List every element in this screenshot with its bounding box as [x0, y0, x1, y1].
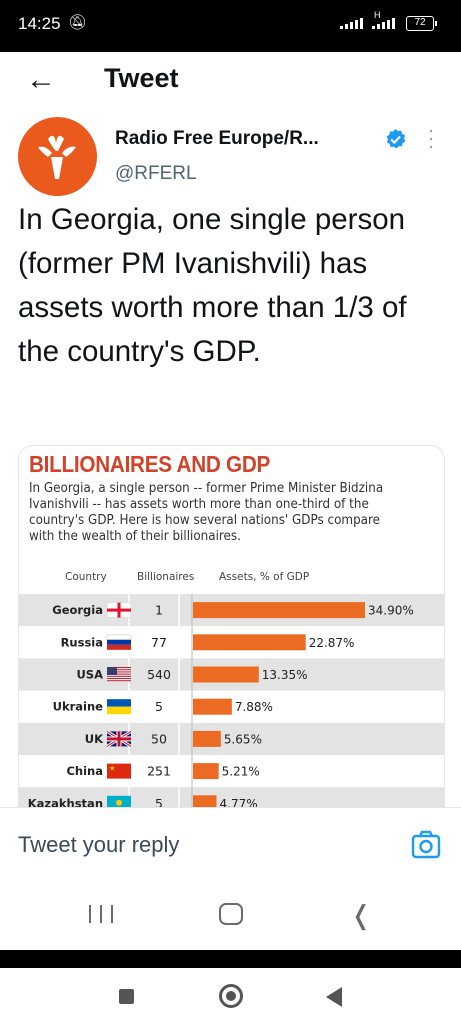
recent-apps-icon[interactable]: [89, 905, 113, 925]
bar: [193, 795, 217, 807]
wifi-signal-icon: [340, 18, 363, 29]
mute-icon: 🔕︎: [68, 14, 88, 31]
back-triangle-icon[interactable]: [326, 987, 342, 1007]
billionaires-count: 77: [151, 635, 167, 650]
billionaires-count: 251: [147, 764, 171, 779]
camera-icon[interactable]: [411, 830, 441, 860]
column-header-billionaires: Billionaires: [137, 571, 194, 583]
network-type-label: H: [374, 10, 381, 20]
category-label: UK: [85, 732, 104, 746]
chart-title: BILLIONAIRES AND GDP: [29, 451, 271, 477]
value-label: 4.77%: [220, 797, 258, 807]
home-icon[interactable]: [219, 903, 243, 925]
bar: [193, 666, 259, 683]
table-row: [19, 755, 444, 788]
category-label: Kazakhstan: [28, 796, 103, 807]
category-label: USA: [76, 668, 103, 682]
torch-logo-icon: [38, 135, 76, 179]
category-label: Russia: [61, 635, 103, 649]
divider: [0, 807, 461, 808]
value-label: 34.90%: [368, 604, 414, 618]
billionaires-count: 50: [151, 731, 167, 746]
chart-subtitle: In Georgia, a single person -- former Pr…: [29, 481, 384, 544]
back-arrow-icon[interactable]: ←: [26, 63, 56, 96]
header: ← Tweet: [0, 52, 461, 108]
home-circle-icon[interactable]: [219, 984, 243, 1008]
divider-bar: [0, 950, 461, 968]
bar: [193, 730, 221, 747]
value-label: 5.21%: [222, 765, 260, 779]
billionaires-count: 5: [155, 699, 163, 714]
tweet-image[interactable]: BILLIONAIRES AND GDP In Georgia, a singl…: [18, 445, 445, 807]
value-label: 22.87%: [309, 636, 355, 650]
avatar[interactable]: [18, 117, 97, 196]
value-label: 7.88%: [235, 700, 273, 714]
status-time: 14:25: [18, 14, 61, 33]
china-flag-icon: [107, 763, 131, 779]
bar: [193, 634, 306, 651]
value-label: 13.35%: [262, 668, 308, 682]
billionaires-count: 1: [155, 603, 163, 618]
category-label: China: [66, 764, 103, 778]
bar: [193, 763, 219, 780]
russia-flag-icon: [106, 634, 132, 641]
billionaires-count: 5: [155, 796, 163, 807]
bar: [193, 602, 365, 619]
author-name[interactable]: Radio Free Europe/R...: [115, 128, 319, 149]
column-header-assets: Assets, % of GDP: [219, 571, 309, 583]
cell-signal-icon: [372, 18, 395, 29]
value-label: 5.65%: [224, 732, 262, 746]
category-label: Ukraine: [53, 700, 104, 714]
billionaires-count: 540: [147, 667, 171, 682]
column-header-country: Country: [65, 571, 107, 583]
tweet-text: In Georgia, one single person (former PM…: [18, 203, 407, 368]
reply-input[interactable]: Tweet your reply: [18, 832, 180, 857]
more-options-icon[interactable]: · · ·: [428, 120, 434, 156]
ukraine-flag-icon: [107, 699, 131, 707]
system-navigation: [0, 968, 461, 1024]
table-row: [19, 722, 444, 755]
bar: [193, 698, 232, 715]
svg-text:★: ★: [109, 765, 115, 773]
status-bar: 14:25 🔕︎ H 72: [0, 0, 461, 52]
battery-icon: 72: [406, 16, 437, 31]
stop-square-icon[interactable]: [119, 989, 134, 1004]
page-title: Tweet: [104, 63, 179, 93]
verified-badge-icon: [386, 128, 406, 149]
billionaires-chart: Country Billionaires Assets, % of GDP Georg…: [19, 571, 444, 807]
author-handle[interactable]: @RFERL: [115, 163, 197, 184]
navigation-bar: ❬: [0, 875, 461, 950]
category-label: Georgia: [52, 603, 103, 617]
chevron-left-icon[interactable]: ❬: [350, 900, 372, 930]
